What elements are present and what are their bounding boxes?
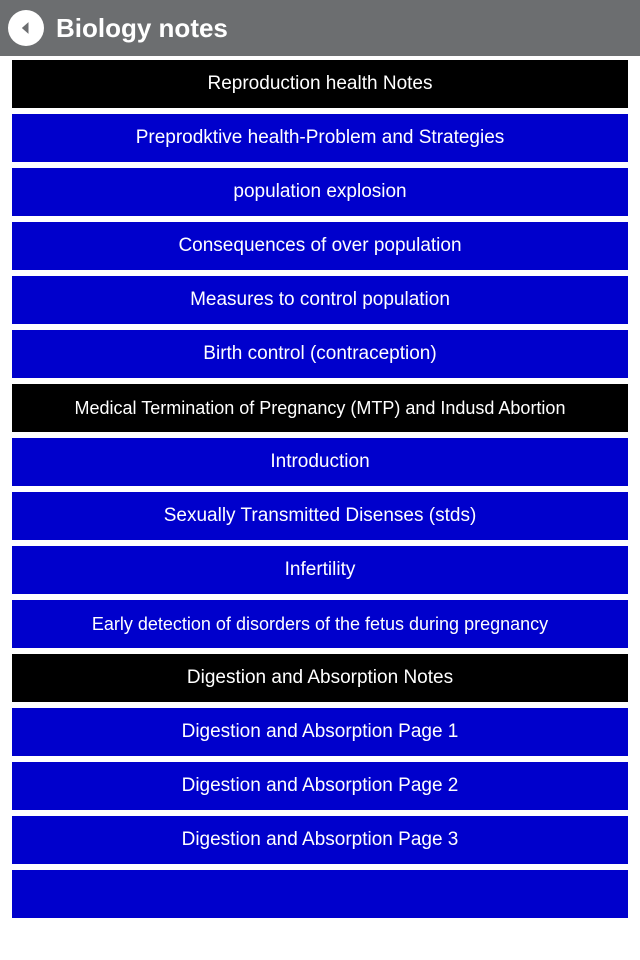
section-header: Reproduction health Notes (12, 60, 628, 108)
list-item[interactable]: Birth control (contraception) (12, 330, 628, 378)
list-item-label: Introduction (270, 451, 369, 473)
list-item-label: Sexually Transmitted Disenses (stds) (164, 505, 477, 527)
list-item-label: Consequences of over population (178, 235, 461, 257)
app-header: Biology notes (0, 0, 640, 56)
list-item[interactable]: Introduction (12, 438, 628, 486)
list-item[interactable]: Infertility (12, 546, 628, 594)
list-item[interactable]: population explosion (12, 168, 628, 216)
list-item-label: Early detection of disorders of the fetu… (92, 614, 548, 635)
list-item[interactable]: Sexually Transmitted Disenses (stds) (12, 492, 628, 540)
list-item-label: Digestion and Absorption Page 2 (182, 775, 459, 797)
notes-list: Reproduction health Notes Preprodktive h… (0, 56, 640, 918)
back-arrow-icon (16, 18, 36, 38)
list-item[interactable]: Digestion and Absorption Page 1 (12, 708, 628, 756)
list-item-label: population explosion (233, 181, 406, 203)
list-item-label: Preprodktive health-Problem and Strategi… (136, 127, 505, 149)
section-header: Digestion and Absorption Notes (12, 654, 628, 702)
page-title: Biology notes (56, 13, 228, 44)
section-header-label: Digestion and Absorption Notes (187, 667, 453, 689)
section-header: Medical Termination of Pregnancy (MTP) a… (12, 384, 628, 432)
list-item-label: Measures to control population (190, 289, 450, 311)
list-item-label: Infertility (285, 559, 356, 581)
list-item[interactable] (12, 870, 628, 918)
list-item[interactable]: Consequences of over population (12, 222, 628, 270)
list-item-label: Birth control (contraception) (203, 343, 436, 365)
list-item[interactable]: Early detection of disorders of the fetu… (12, 600, 628, 648)
list-item-label: Digestion and Absorption Page 3 (182, 829, 459, 851)
list-item[interactable]: Preprodktive health-Problem and Strategi… (12, 114, 628, 162)
section-header-label: Reproduction health Notes (208, 73, 433, 95)
list-item-label: Digestion and Absorption Page 1 (182, 721, 459, 743)
list-item[interactable]: Digestion and Absorption Page 3 (12, 816, 628, 864)
list-item[interactable]: Digestion and Absorption Page 2 (12, 762, 628, 810)
list-item[interactable]: Measures to control population (12, 276, 628, 324)
back-button[interactable] (8, 10, 44, 46)
section-header-label: Medical Termination of Pregnancy (MTP) a… (75, 398, 566, 419)
